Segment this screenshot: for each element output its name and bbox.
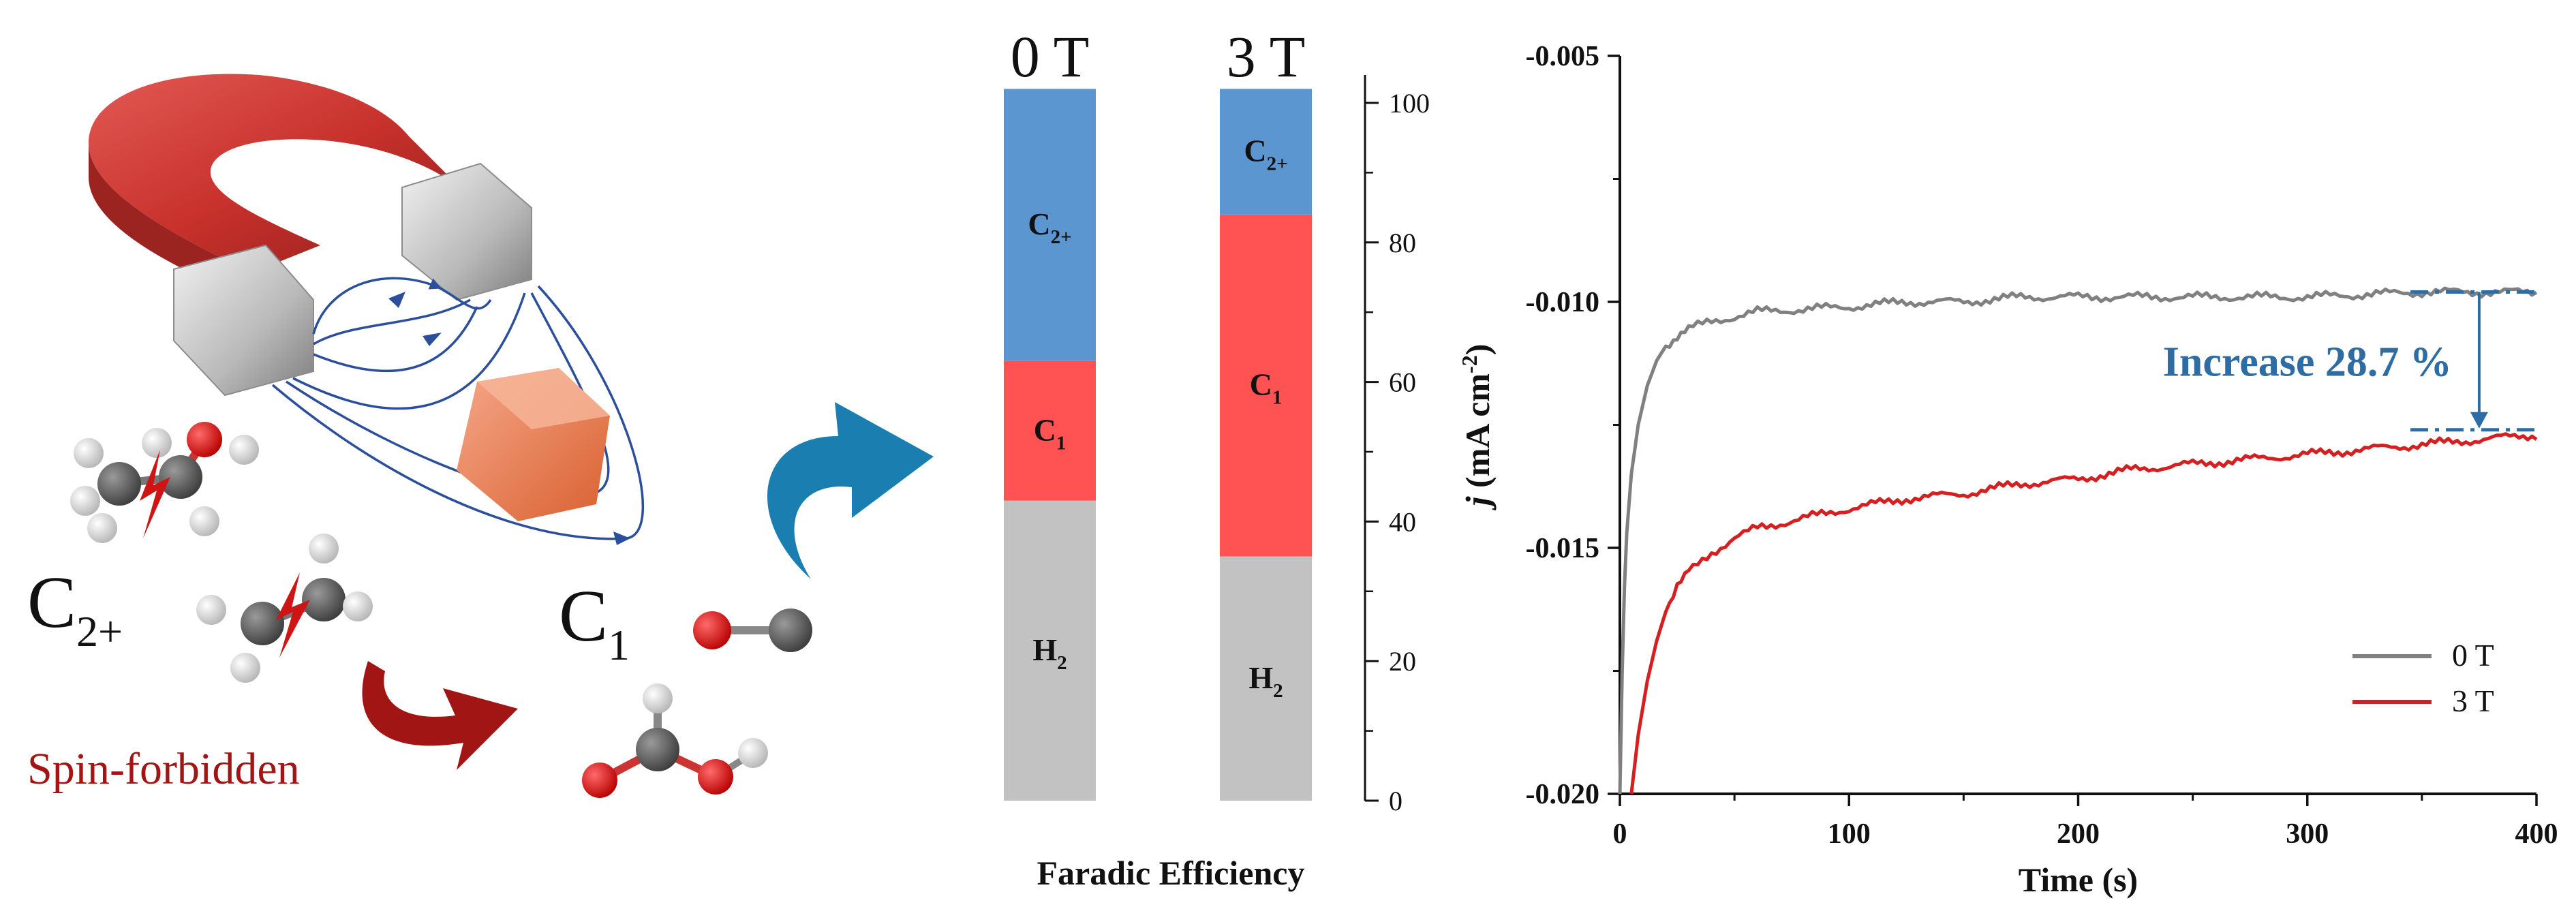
line-y-tick-label: -0.020 <box>1526 779 1600 810</box>
magnet-icon <box>89 74 532 397</box>
line-y-tick-label: -0.010 <box>1526 287 1600 318</box>
line-series-3t <box>1629 432 2538 795</box>
bar-y-tick-label: 0 <box>1389 786 1402 816</box>
bar-segment-c2plus-1 <box>1220 89 1312 215</box>
bar-label-h2-1: H2 <box>1248 660 1283 702</box>
bar-segment-c1-1 <box>1220 214 1312 557</box>
c1-label: C1 <box>559 576 630 669</box>
bar-y-tick-label: 20 <box>1389 646 1416 677</box>
bar-label-c2plus-1: C2+ <box>1244 134 1287 175</box>
line-x-tick-label: 400 <box>2515 818 2558 850</box>
ethylene-molecule-icon <box>196 534 373 683</box>
bar-label-c2plus-0: C2+ <box>1028 206 1071 248</box>
bar-y-tick-label: 100 <box>1389 88 1430 119</box>
ethanol-molecule-icon <box>70 422 259 543</box>
bar-category-label-1: 3 T <box>1227 24 1305 89</box>
bar-label-c1-1: C1 <box>1250 367 1283 409</box>
bar-y-tick-label: 60 <box>1389 367 1416 398</box>
formic-acid-molecule-icon <box>582 683 768 798</box>
line-y-tick-label: -0.005 <box>1526 41 1600 72</box>
legend-label-series-3t: 3 T <box>2452 683 2494 718</box>
spin-forbidden-label: Spin-forbidden <box>27 744 300 794</box>
co-molecule-icon <box>693 609 812 652</box>
bar-label-c1-0: C1 <box>1034 412 1067 454</box>
annotation-label: Increase 28.7 % <box>2163 339 2452 386</box>
line-series-0t <box>1618 286 2538 795</box>
line-x-tick-label: 100 <box>1828 818 1871 850</box>
bar-segment-c1-0 <box>1004 360 1096 501</box>
c2-label: C2+ <box>27 562 123 656</box>
bar-category-label-0: 0 T <box>1011 24 1089 89</box>
line-y-axis-label: j (mA cm-2) <box>1457 344 1497 511</box>
bar-segment-h2-0 <box>1004 500 1096 801</box>
line-y-tick-label: -0.015 <box>1526 533 1600 564</box>
blue-transition-arrow-icon <box>767 402 934 579</box>
current-density-chart: -0.020 -0.015 -0.010 -0.005 0 100 200 300 400 Tim… <box>1457 41 2558 899</box>
bar-x-axis-label: Faradic Efficiency <box>1037 854 1305 892</box>
annotation-arrow-head <box>2470 412 2488 429</box>
line-x-tick-label: 300 <box>2286 818 2329 850</box>
bar-segment-h2-1 <box>1220 556 1312 801</box>
line-x-tick-label: 0 <box>1613 818 1627 850</box>
line-x-axis-label: Time (s) <box>2019 861 2138 899</box>
red-reaction-arrow-icon <box>362 661 518 770</box>
line-x-tick-label: 200 <box>2057 818 2100 850</box>
faradic-efficiency-chart: H2 C1 C2+ 0 T H2 C1 C2+ 3 T 0 20 40 60 80 100 Faradic … <box>1004 24 1430 892</box>
bar-label-h2-0: H2 <box>1032 632 1067 674</box>
legend-label-series-0t: 0 T <box>2452 638 2494 673</box>
bar-y-tick-label: 80 <box>1389 228 1416 258</box>
catalyst-cube-icon <box>457 368 610 521</box>
illustration-panel: C2+ Spin-forbidden C1 <box>27 74 934 798</box>
bar-y-tick-label: 40 <box>1389 506 1416 537</box>
bar-segment-c2plus-0 <box>1004 89 1096 361</box>
